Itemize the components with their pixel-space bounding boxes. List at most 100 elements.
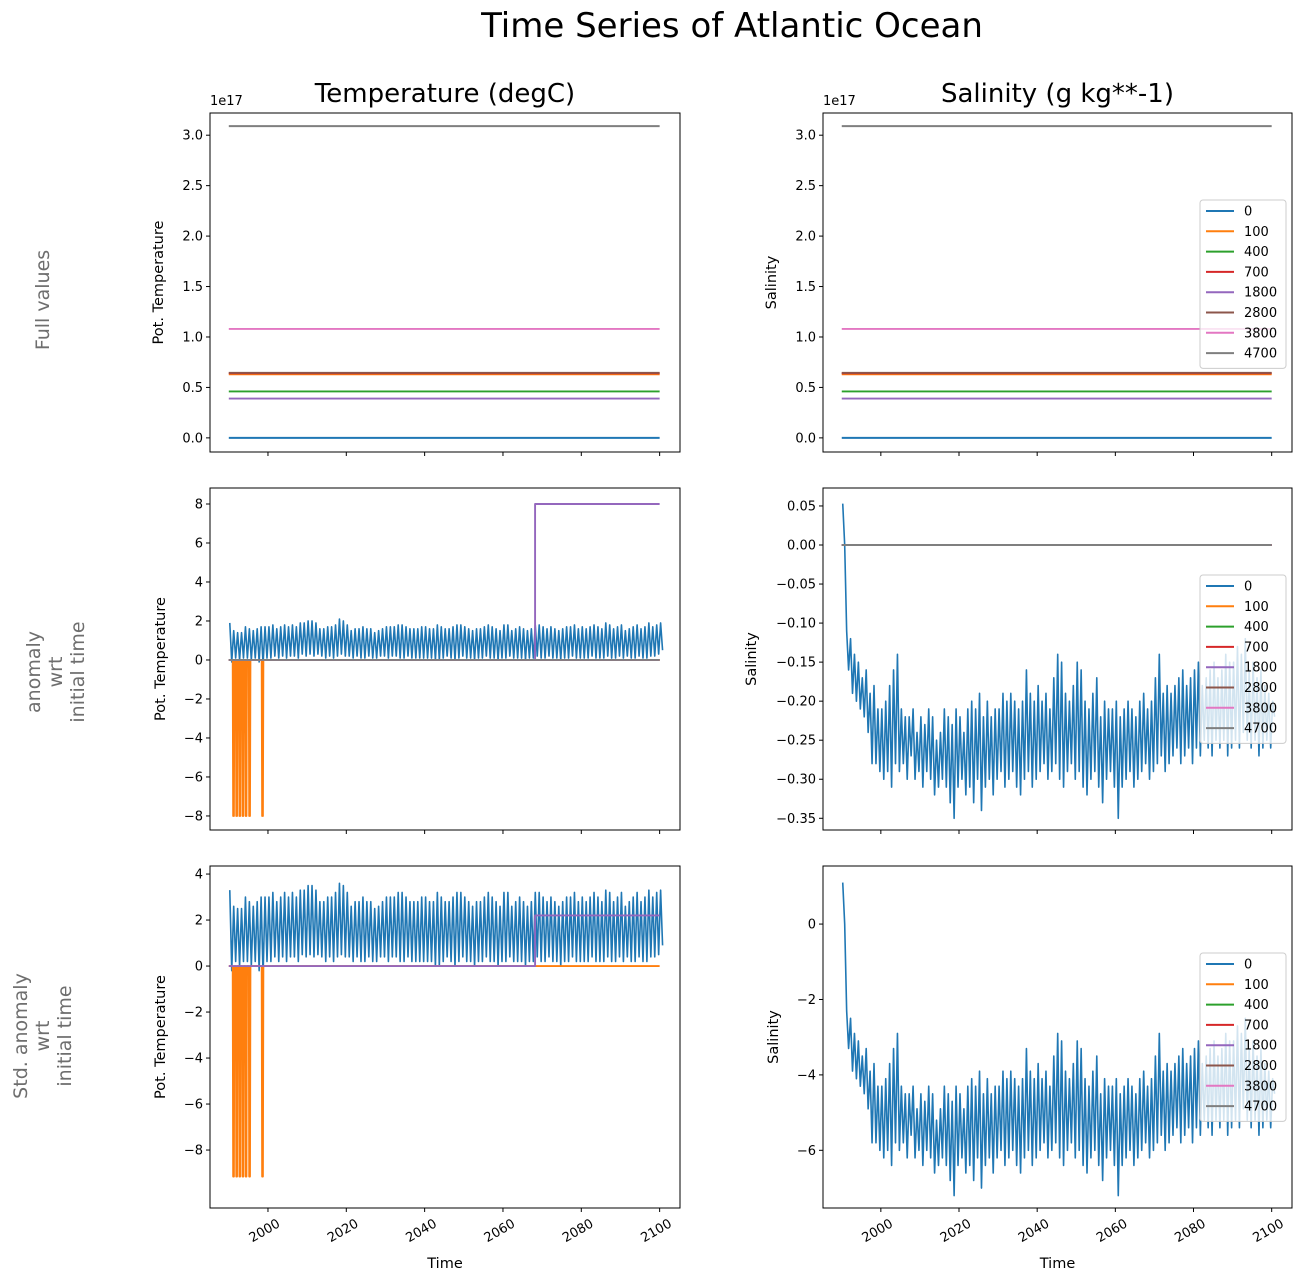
y-tick-label: 2.5 [182, 179, 203, 194]
legend-box [1199, 199, 1287, 369]
y-tick-label: 0.0 [182, 431, 203, 446]
y-axis-label: Pot. Temperature [153, 597, 169, 721]
column-title: Temperature (degC) [314, 79, 575, 109]
axes-frame [822, 112, 1293, 453]
y-tick-label: 0.05 [787, 499, 816, 514]
y-tick-label: −2 [184, 692, 203, 707]
y-tick-label: −2 [797, 993, 816, 1008]
legend-label: 3800 [1244, 326, 1277, 341]
legend-label: 700 [1244, 1018, 1269, 1033]
panel-anomaly-temperature: −8 −6 −4 −2 0 2 4 6 8 Pot. Temperature [153, 487, 681, 834]
y-tick-label: 3.0 [182, 129, 203, 144]
y-tick-label: 2.0 [795, 230, 816, 245]
row-label-line: initial time [67, 621, 89, 722]
legend-label: 400 [1244, 620, 1269, 635]
legend-box [1199, 574, 1287, 744]
y-tick-label: −0.25 [776, 734, 816, 749]
legend-label: 3800 [1244, 1079, 1277, 1094]
legend-label: 2800 [1244, 306, 1277, 321]
x-tick-label: 2040 [403, 1216, 439, 1246]
x-axis-label: Time [426, 1256, 463, 1272]
row-label-line: Full values [32, 250, 54, 350]
x-tick-label: 2060 [1094, 1216, 1130, 1246]
y-tick-label: −2 [184, 1006, 203, 1021]
y-tick-label: 8 [195, 497, 203, 512]
legend-label: 700 [1244, 640, 1269, 655]
legend-label: 4700 [1244, 722, 1277, 737]
y-axis-label: Salinity [764, 255, 780, 309]
x-tick-label: 2020 [325, 1216, 361, 1246]
y-tick-label: 0 [195, 960, 203, 975]
suptitle: Time Series of Atlantic Ocean [480, 6, 983, 46]
row-label-line: Std. anomaly [10, 973, 32, 1099]
legend-label: 4700 [1244, 347, 1277, 362]
axes-frame [209, 865, 681, 1209]
legend: 0 100 400 700 1800 2800 3800 4700 [1199, 199, 1287, 369]
row-label-line: wrt [45, 657, 67, 688]
axes-frame [822, 487, 1293, 831]
row-label-line: anomaly [23, 631, 45, 713]
y-tick-label: 0 [195, 653, 203, 668]
panel-full-salinity: 0.0 0.5 1.0 1.5 2.0 2.5 3.0 1e17 Salinity (g kg*… [764, 79, 1293, 456]
series-line-1800 [228, 914, 660, 967]
row-label-line: wrt [32, 1021, 54, 1052]
series-line-100 [228, 965, 660, 1178]
legend: 0 100 400 700 1800 2800 3800 4700 [1199, 952, 1287, 1122]
plot-area [841, 125, 1272, 439]
plot-area [228, 503, 664, 817]
y-tick-label: 0.5 [182, 381, 203, 396]
legend-label: 1800 [1244, 661, 1277, 676]
y-tick-label: −8 [184, 809, 203, 824]
legend-label: 400 [1244, 998, 1269, 1013]
x-tick-label: 2000 [247, 1216, 283, 1246]
legend-label: 0 [1244, 580, 1252, 595]
y-tick-label: −6 [184, 1098, 203, 1113]
legend-label: 4700 [1244, 1100, 1277, 1115]
y-tick-label: 2.0 [182, 230, 203, 245]
row-label-line: initial time [54, 985, 76, 1086]
y-axis-label: Salinity [766, 1010, 782, 1064]
panels: 0.0 0.5 1.0 1.5 2.0 2.5 3.0 1e17 Temperature (de… [151, 79, 1293, 1272]
legend: 0 100 400 700 1800 2800 3800 4700 [1199, 574, 1287, 744]
y-tick-label: 1.5 [795, 280, 816, 295]
y-tick-label: 1.0 [795, 330, 816, 345]
series-line-100 [228, 659, 660, 817]
y-axis-label: Salinity [744, 632, 760, 686]
axes-frame [209, 487, 681, 831]
y-tick-label: 1.0 [182, 330, 203, 345]
legend-label: 1800 [1244, 1039, 1277, 1054]
y-tick-label: −0.35 [776, 812, 816, 827]
panel-std-anomaly-salinity: −6 −4 −2 0 2000 2020 2040 2060 2080 2100 Salinity T… [766, 865, 1293, 1272]
x-tick-label: 2060 [482, 1216, 518, 1246]
y-tick-label: 2.5 [795, 179, 816, 194]
y-tick-label: −8 [184, 1144, 203, 1159]
x-tick-label: 2080 [560, 1216, 596, 1246]
y-tick-label: −0.15 [776, 656, 816, 671]
x-tick-label: 2080 [1172, 1216, 1208, 1246]
legend-label: 2800 [1244, 1059, 1277, 1074]
legend-label: 100 [1244, 978, 1269, 993]
series-line-0 [228, 882, 664, 977]
y-tick-label: −4 [797, 1068, 816, 1083]
y-tick-label: 2 [195, 914, 203, 929]
y-tick-label: 2 [195, 614, 203, 629]
y-tick-label: −4 [184, 731, 203, 746]
y-tick-label: 4 [195, 868, 203, 883]
x-tick-label: 2100 [1251, 1216, 1287, 1246]
y-tick-label: 3.0 [795, 129, 816, 144]
legend-label: 1800 [1244, 286, 1277, 301]
y-tick-label: −4 [184, 1052, 203, 1067]
y-tick-label: 0.0 [795, 431, 816, 446]
axes-frame [822, 865, 1293, 1209]
y-tick-label: 0 [808, 918, 816, 933]
legend-label: 100 [1244, 225, 1269, 240]
y-tick-label: 1.5 [182, 280, 203, 295]
legend-label: 400 [1244, 245, 1269, 260]
x-axis-label: Time [1039, 1256, 1076, 1272]
panel-full-temperature: 0.0 0.5 1.0 1.5 2.0 2.5 3.0 1e17 Temperature (de… [151, 79, 681, 456]
y-tick-label: 0.00 [787, 539, 816, 554]
legend-label: 700 [1244, 265, 1269, 280]
legend-label: 2800 [1244, 681, 1277, 696]
